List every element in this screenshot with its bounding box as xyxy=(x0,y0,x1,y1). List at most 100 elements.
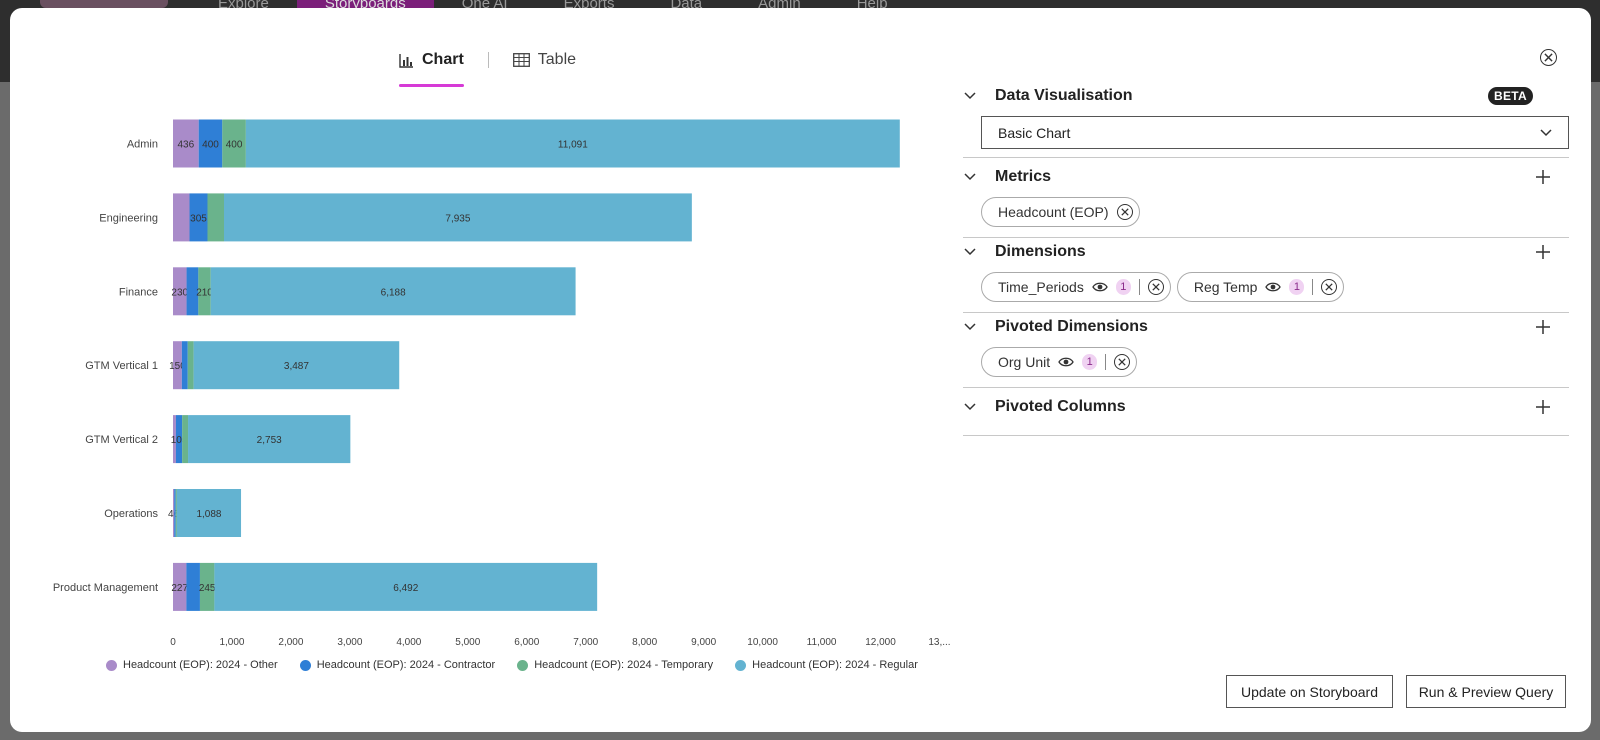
bar-segment xyxy=(173,489,175,537)
collapse-chevron-icon[interactable] xyxy=(963,245,977,259)
add-metric-icon[interactable] xyxy=(1535,169,1551,185)
legend-label-temporary: Headcount (EOP): 2024 - Temporary xyxy=(534,659,714,671)
remove-icon[interactable] xyxy=(1321,279,1338,295)
table-icon xyxy=(512,53,530,67)
x-tick-label: 10,000 xyxy=(747,637,778,648)
bg-nav-storyboards: Storyboards xyxy=(296,0,434,8)
pill-divider xyxy=(1312,279,1314,295)
eye-icon[interactable] xyxy=(1058,356,1074,368)
bar-segment xyxy=(173,193,190,242)
section-title: Metrics xyxy=(995,168,1052,185)
data-label: 46 xyxy=(168,509,180,520)
x-tick-label: 4,000 xyxy=(396,637,421,648)
bg-nav-oneai: One AI xyxy=(434,0,536,8)
category-label: Product Management xyxy=(53,582,158,594)
x-tick-label: 6,000 xyxy=(514,637,539,648)
bar-chart-icon xyxy=(399,53,413,68)
close-modal-button[interactable] xyxy=(1540,49,1557,66)
metric-pill[interactable]: Headcount (EOP) xyxy=(981,197,1140,227)
tab-table[interactable]: Table xyxy=(512,48,576,72)
chevron-down-icon xyxy=(1540,128,1552,136)
background-nav: Explore Storyboards One AI Exports Data … xyxy=(190,0,916,8)
legend-item-temporary[interactable]: Headcount (EOP): 2024 - Temporary xyxy=(517,659,713,671)
remove-icon[interactable] xyxy=(1147,279,1164,295)
bar-segment xyxy=(173,119,199,168)
remove-icon[interactable] xyxy=(1114,354,1131,370)
run-preview-query-button[interactable]: Run & Preview Query xyxy=(1406,675,1566,708)
pivoted-dimension-pill[interactable]: Org Unit 1 xyxy=(981,347,1138,377)
update-on-storyboard-button[interactable]: Update on Storyboard xyxy=(1226,675,1393,708)
legend-item-contractor[interactable]: Headcount (EOP): 2024 - Contractor xyxy=(299,659,496,671)
bar-segment xyxy=(173,267,187,316)
bar-segment xyxy=(173,415,176,464)
chart-type-select[interactable]: Basic Chart xyxy=(981,116,1569,149)
dimension-pill[interactable]: Time_Periods 1 xyxy=(981,272,1171,302)
data-label: 6,188 xyxy=(381,287,406,298)
pill-divider xyxy=(1138,279,1140,295)
bar-segment xyxy=(176,489,242,537)
eye-icon[interactable] xyxy=(1092,281,1108,293)
close-icon xyxy=(1544,53,1553,62)
section-pivoted-columns: Pivoted Columns xyxy=(963,393,1569,436)
data-label: 11,091 xyxy=(558,140,588,151)
bar-segment xyxy=(187,341,194,390)
bar-segment xyxy=(207,193,225,242)
x-tick-label: 13,... xyxy=(928,637,950,648)
data-label: 6,492 xyxy=(393,583,418,594)
bar-segment xyxy=(174,489,176,537)
data-label: 1,088 xyxy=(196,509,221,520)
add-pivoted-column-icon[interactable] xyxy=(1535,399,1551,415)
x-tick-label: 8,000 xyxy=(632,637,657,648)
data-label: 3,487 xyxy=(284,361,309,372)
bar-segment xyxy=(173,341,182,390)
legend-label-other: Headcount (EOP): 2024 - Other xyxy=(123,659,278,671)
legend-dot-other xyxy=(106,659,117,671)
chart-editor-modal: Chart Table Admin 436 400 400 11,091 Engineer… xyxy=(10,8,1591,732)
legend-item-other[interactable]: Headcount (EOP): 2024 - Other xyxy=(106,659,278,671)
background-avatar xyxy=(40,0,168,8)
legend-item-regular[interactable]: Headcount (EOP): 2024 - Regular xyxy=(735,659,918,671)
category-label: GTM Vertical 1 xyxy=(85,360,158,372)
data-label: 400 xyxy=(202,140,219,151)
data-label: 7,935 xyxy=(445,213,470,224)
pill-label: Org Unit xyxy=(998,354,1051,370)
x-tick-label: 12,000 xyxy=(865,637,896,648)
x-tick-label: 1,000 xyxy=(219,637,244,648)
collapse-chevron-icon[interactable] xyxy=(963,400,977,414)
tab-chart-label: Chart xyxy=(422,51,464,68)
tab-chart[interactable]: Chart xyxy=(399,48,464,87)
legend-label-regular: Headcount (EOP): 2024 - Regular xyxy=(752,659,918,671)
add-dimension-icon[interactable] xyxy=(1535,244,1551,260)
bar-segment xyxy=(189,193,208,242)
section-pivoted-dimensions: Pivoted Dimensions Org Unit 1 xyxy=(963,313,1569,388)
view-tabs: Chart Table xyxy=(399,48,576,87)
data-label: 230 xyxy=(171,287,188,298)
bg-nav-explore: Explore xyxy=(190,0,297,8)
eye-icon[interactable] xyxy=(1265,281,1282,293)
bar-segment xyxy=(175,489,177,537)
collapse-chevron-icon[interactable] xyxy=(963,320,977,334)
bar-segment xyxy=(186,267,199,316)
remove-icon[interactable] xyxy=(1116,204,1133,220)
section-title: Pivoted Columns xyxy=(995,398,1126,415)
data-label: 150 xyxy=(169,361,186,372)
x-tick-label: 0 xyxy=(170,637,176,648)
bar-segment xyxy=(214,562,598,611)
beta-badge: BETA xyxy=(1488,87,1533,105)
legend-label-contractor: Headcount (EOP): 2024 - Contractor xyxy=(316,659,496,671)
bar-segment xyxy=(224,193,692,242)
bg-nav-data: Data xyxy=(642,0,730,8)
category-label: Admin xyxy=(127,139,158,151)
collapse-chevron-icon[interactable] xyxy=(963,170,977,184)
x-tick-label: 2,000 xyxy=(278,637,303,648)
x-tick-label: 11,000 xyxy=(807,637,837,648)
stacked-bar-chart: Admin 436 400 400 11,091 Engineering 305 7,935 F… xyxy=(53,119,950,648)
data-label: 436 xyxy=(178,140,195,151)
bar-segment xyxy=(182,415,189,464)
dimension-pill[interactable]: Reg Temp 1 xyxy=(1176,272,1345,302)
x-tick-label: 7,000 xyxy=(573,637,598,648)
bar-segment xyxy=(245,119,900,168)
data-label: 400 xyxy=(226,140,243,151)
collapse-chevron-icon[interactable] xyxy=(963,89,977,103)
add-pivoted-dimension-icon[interactable] xyxy=(1535,319,1551,335)
